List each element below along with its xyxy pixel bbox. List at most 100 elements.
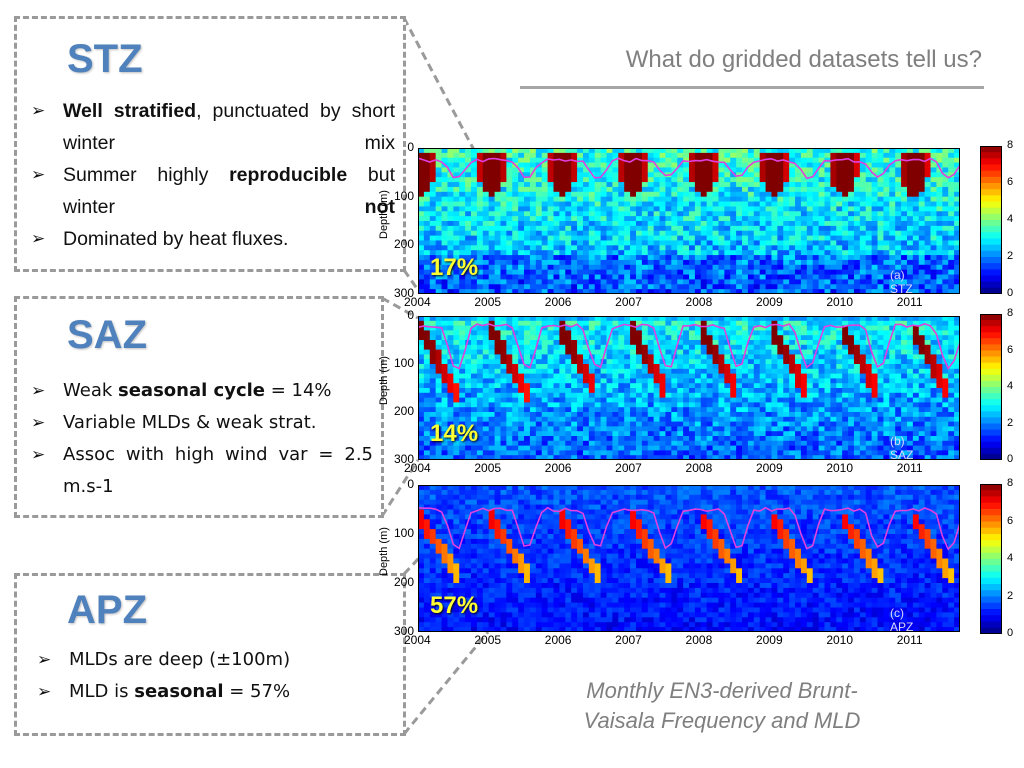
heatmap-cell xyxy=(459,162,466,168)
heatmap-cell xyxy=(653,412,660,418)
heatmap-cell xyxy=(494,330,501,336)
heatmap-cell xyxy=(812,250,820,256)
heatmap-cell xyxy=(694,284,702,290)
heatmap-cell xyxy=(694,255,702,261)
heatmap-cell xyxy=(824,279,831,285)
heatmap-cell xyxy=(606,196,613,202)
heatmap-cell xyxy=(482,240,490,246)
heatmap-cell xyxy=(647,206,655,212)
heatmap-cell xyxy=(700,172,708,178)
heatmap-cell xyxy=(706,177,713,183)
heatmap-cell xyxy=(647,289,655,294)
heatmap-cell xyxy=(930,201,937,207)
heatmap-cell xyxy=(812,344,820,350)
colorbar-step xyxy=(980,287,1002,294)
heatmap-cell xyxy=(830,211,837,217)
heatmap-cell xyxy=(506,431,513,437)
heatmap-cell xyxy=(453,206,460,212)
heatmap-cell xyxy=(435,211,442,217)
heatmap-cell xyxy=(783,335,790,341)
heatmap-cell xyxy=(777,177,784,183)
heatmap-cell xyxy=(482,416,490,422)
heatmap-cell xyxy=(936,235,943,241)
heatmap-cell xyxy=(659,162,666,168)
heatmap-cell xyxy=(577,201,584,207)
heatmap-cell xyxy=(571,373,578,379)
heatmap-cell xyxy=(718,182,725,188)
heatmap-cell xyxy=(588,335,596,341)
heatmap-cell xyxy=(795,279,802,285)
heatmap-cell xyxy=(429,373,437,379)
heatmap-cell xyxy=(677,388,684,394)
heatmap-cell xyxy=(730,182,737,188)
heatmap-cell xyxy=(630,368,637,374)
heatmap-cell xyxy=(423,373,431,379)
heatmap-cell xyxy=(482,388,490,394)
heatmap-cell xyxy=(588,436,596,442)
heatmap-cell xyxy=(630,436,637,442)
heatmap-cell xyxy=(824,245,831,251)
heatmap-cell xyxy=(812,211,820,217)
heatmap-cell xyxy=(465,392,472,398)
heatmap-cell xyxy=(565,284,572,290)
heatmap-cell xyxy=(924,289,931,294)
heatmap-cell xyxy=(818,378,825,384)
heatmap-cell xyxy=(518,407,525,413)
heatmap-cell xyxy=(724,330,731,336)
heatmap-cell xyxy=(706,431,713,437)
heatmap-cell xyxy=(541,335,549,341)
heatmap-cell xyxy=(518,216,525,222)
heatmap-cell xyxy=(488,340,495,346)
heatmap-cell xyxy=(653,196,660,202)
heatmap-cell xyxy=(706,279,713,285)
heatmap-cell xyxy=(594,426,602,432)
heatmap-cell xyxy=(918,279,926,285)
heatmap-cell xyxy=(812,364,820,370)
heatmap-cell xyxy=(641,221,649,227)
heatmap-cell xyxy=(618,349,625,355)
heatmap-cell xyxy=(765,201,772,207)
heatmap-cell xyxy=(429,344,437,350)
heatmap-cell xyxy=(618,445,625,451)
heatmap-cell xyxy=(518,289,525,294)
heatmap-cell xyxy=(689,349,696,355)
heatmap-cell xyxy=(429,196,437,202)
heatmap-cell xyxy=(777,269,784,275)
heatmap-cell xyxy=(582,167,590,173)
heatmap-cell xyxy=(559,368,566,374)
heatmap-cell xyxy=(588,162,596,168)
heatmap-cell xyxy=(789,221,796,227)
heatmap-cell xyxy=(565,152,572,159)
heatmap-cell xyxy=(800,330,808,336)
heatmap-cell xyxy=(730,255,737,261)
heatmap-cell xyxy=(836,344,843,350)
heatmap-cell xyxy=(859,235,867,241)
heatmap-cell xyxy=(630,383,637,389)
heatmap-cell xyxy=(742,182,749,188)
heatmap-cell xyxy=(459,221,466,227)
heatmap-cell xyxy=(547,172,554,178)
heatmap-cell xyxy=(677,284,684,290)
heatmap-cell xyxy=(901,196,908,202)
heatmap-cell xyxy=(577,359,584,365)
heatmap-cell xyxy=(830,172,837,178)
heatmap-cell xyxy=(812,235,820,241)
heatmap-cell xyxy=(759,162,766,168)
heatmap-cell xyxy=(577,162,584,168)
heatmap-cell xyxy=(824,402,831,408)
heatmap-cell xyxy=(588,388,596,394)
heatmap-cell xyxy=(506,172,513,178)
heatmap-cell xyxy=(842,274,849,280)
heatmap-cell xyxy=(624,388,631,394)
heatmap-cell xyxy=(724,436,731,442)
heatmap-cell xyxy=(812,269,820,275)
heatmap-cell xyxy=(694,269,702,275)
heatmap-cell xyxy=(541,269,549,275)
heatmap-cell xyxy=(641,250,649,256)
heatmap-cell xyxy=(500,412,507,418)
heatmap-cell xyxy=(700,316,708,322)
heatmap-cell xyxy=(806,340,814,346)
heatmap-cell xyxy=(865,279,873,285)
heatmap-cell xyxy=(783,177,790,183)
heatmap-cell xyxy=(647,440,655,446)
